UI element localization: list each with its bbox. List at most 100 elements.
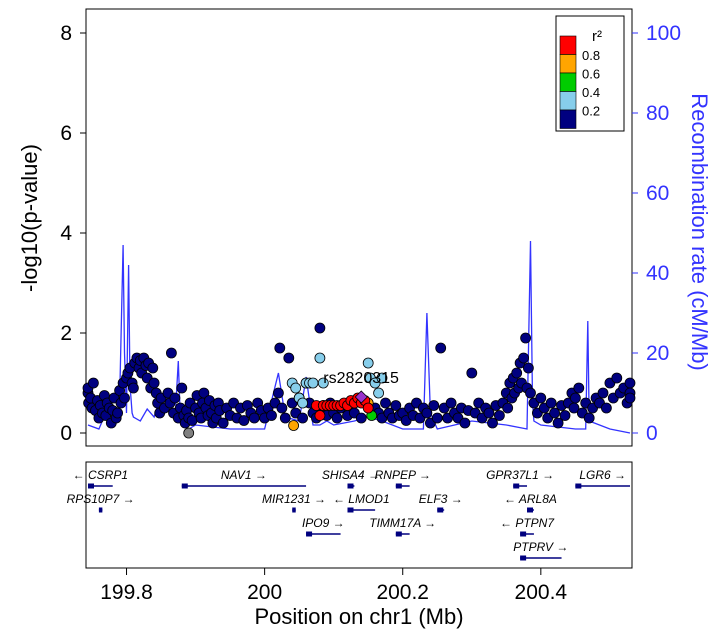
gene-exon	[292, 507, 296, 513]
y2-tick-label: 100	[646, 22, 681, 45]
snp-point	[421, 407, 433, 419]
snp-point	[314, 410, 326, 421]
gene-label: LGR6 →	[579, 468, 626, 482]
snp-point	[88, 377, 99, 389]
snp-point	[266, 410, 277, 421]
lead-snp-marker	[354, 390, 368, 404]
snp-point	[428, 400, 440, 411]
gene-label: PTPRV →	[513, 540, 568, 554]
legend-swatch	[559, 91, 577, 111]
snp-point	[331, 412, 343, 424]
gene-exon	[520, 555, 527, 561]
snp-point	[176, 382, 188, 394]
y-tick-label: 4	[60, 222, 72, 245]
y2-tick-label: 0	[646, 422, 658, 445]
plot-frame	[85, 8, 633, 447]
snp-point	[307, 377, 319, 389]
snp-point	[535, 392, 547, 404]
snp-point	[297, 412, 309, 424]
legend-swatch	[559, 35, 577, 55]
gene-exon	[347, 483, 354, 489]
snp-point	[601, 402, 612, 414]
gene-label: ← ARL8A	[504, 492, 557, 506]
snp-point	[317, 377, 329, 389]
gene-track: ← CSRP1 NAV1 → SHISA4 →RNPEP → GPR37L1 → LGR…	[67, 468, 630, 561]
snp-point	[288, 420, 300, 431]
snp-point	[169, 392, 181, 404]
snp-point	[297, 397, 309, 409]
legend-swatches: 0.8 0.6 0.4 0.2	[559, 35, 600, 129]
legend-label: 0.8	[582, 48, 600, 63]
y-axis-label: -log10(p-value)	[17, 144, 42, 292]
x-tick-label: 200.2	[376, 581, 429, 604]
x-axis: 199.8 200 200.2 200.4	[100, 568, 567, 604]
snp-point	[502, 402, 514, 414]
snp-point	[573, 382, 585, 394]
snp-point	[112, 407, 123, 419]
snp-point	[276, 402, 288, 414]
snp-point	[459, 417, 471, 429]
snp-point	[380, 397, 391, 409]
gene-panel-frame	[85, 461, 633, 569]
snp-point	[570, 392, 581, 404]
gene-label: RPS10P7 →	[67, 492, 135, 506]
snp-point	[274, 342, 286, 354]
legend-title: r²	[592, 28, 602, 45]
gene-label: ELF3 →	[419, 492, 463, 506]
gene-label: GPR37L1 →	[486, 468, 554, 482]
legend-label: 0.2	[582, 104, 600, 119]
snp-point	[355, 412, 367, 424]
gene-label: NAV1 →	[221, 468, 267, 482]
y-axis-right: 0 20 40 60 80 100	[632, 22, 681, 445]
x-tick-label: 199.8	[100, 581, 153, 604]
snp-point	[545, 397, 557, 409]
snp-point	[362, 357, 374, 369]
snp-point	[373, 387, 385, 399]
snp-point	[119, 392, 130, 404]
y2-tick-label: 40	[646, 262, 669, 285]
snp-point	[217, 417, 229, 429]
gene-exon	[395, 531, 402, 537]
legend-swatch	[559, 54, 577, 74]
snp-point	[238, 415, 250, 426]
gene-label: ← LMOD1	[333, 492, 390, 506]
y-tick-label: 8	[60, 22, 72, 45]
gene-exon	[88, 483, 94, 489]
snp-point	[525, 387, 536, 399]
snp-point	[198, 387, 210, 399]
gene-label: TIMM17A →	[369, 516, 436, 530]
y2-axis-label: Recombination rate (cM/Mb)	[687, 93, 711, 371]
snp-point	[147, 362, 159, 374]
snp-point	[445, 397, 457, 409]
x-axis-label: Position on chr1 (Mb)	[254, 604, 463, 629]
snp-point	[483, 407, 495, 419]
gene-exon	[98, 507, 103, 513]
snp-point	[279, 412, 291, 424]
x-tick-label: 200	[247, 581, 282, 604]
legend-label: 0.6	[582, 67, 600, 82]
gene-exon	[527, 507, 534, 513]
gene-label: ← PTPN7	[500, 516, 555, 530]
gene-exon	[306, 531, 313, 537]
snp-point	[466, 367, 478, 379]
legend-label: 0.4	[582, 85, 600, 100]
gene-label: ← CSRP1	[73, 468, 128, 482]
gene-label: IPO9 →	[302, 516, 345, 530]
gene-label: MIR1231 →	[262, 492, 326, 506]
gene-exon	[181, 483, 188, 489]
snp-point	[559, 410, 571, 421]
gene-label: SHISA4 →	[322, 468, 380, 482]
y2-tick-label: 60	[646, 182, 669, 205]
snp-point	[314, 352, 326, 364]
snp-point	[376, 372, 388, 384]
legend-swatch	[559, 109, 577, 129]
snp-point	[487, 417, 498, 429]
y2-tick-label: 80	[646, 102, 669, 125]
snp-point	[552, 417, 564, 429]
snp-point	[435, 342, 447, 354]
y-tick-label: 2	[60, 322, 72, 345]
legend-swatch	[559, 72, 577, 92]
snp-point	[283, 352, 295, 364]
snp-point	[520, 332, 531, 344]
gene-exon	[513, 483, 520, 489]
